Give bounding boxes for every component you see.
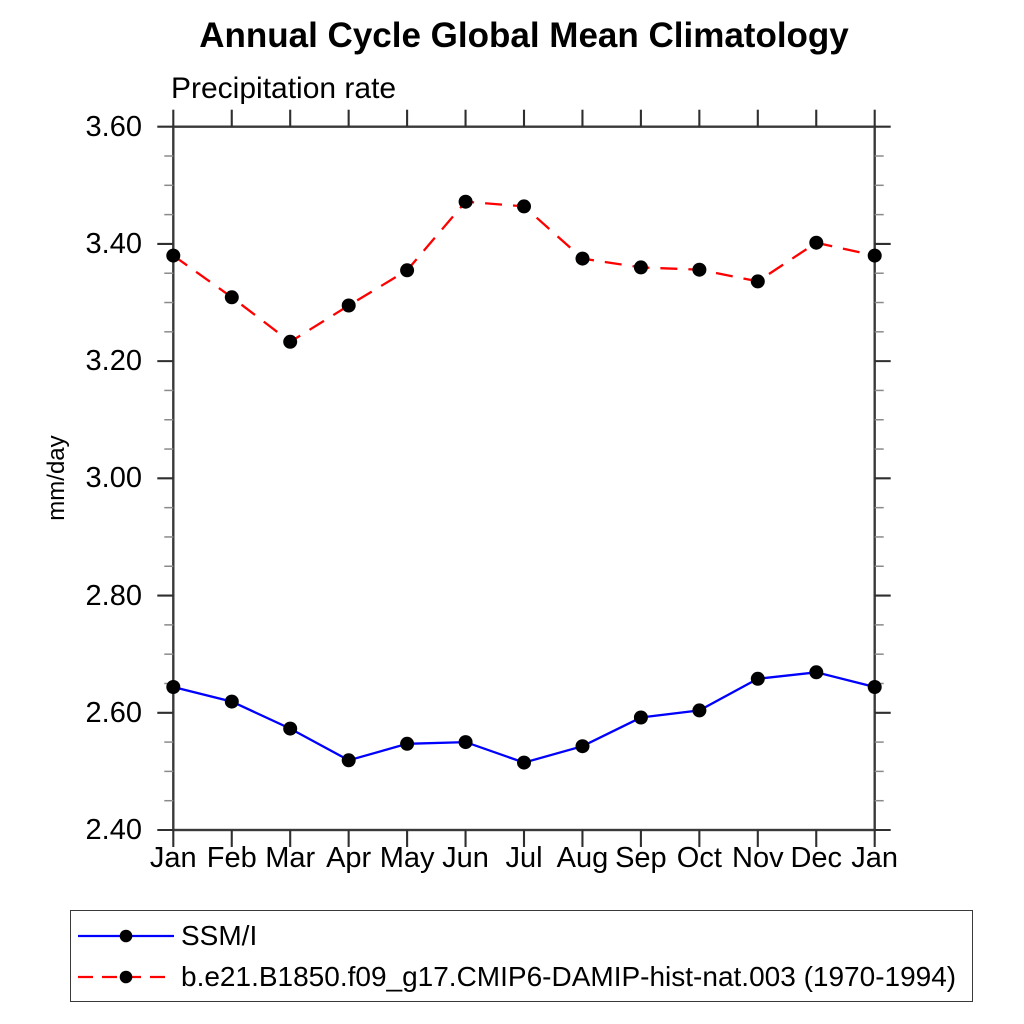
x-tick-label: Jan [851, 842, 899, 874]
x-tick-label: Mar [265, 842, 316, 874]
data-point [166, 248, 181, 263]
data-point [692, 703, 707, 718]
data-point [633, 710, 648, 725]
y-tick-label: 3.40 [85, 227, 142, 260]
legend-item-model: b.e21.B1850.f09_g17.CMIP6-DAMIP-hist-nat… [76, 961, 956, 993]
chart-subtitle: Precipitation rate [171, 72, 397, 105]
x-axis-ticks [172, 109, 876, 847]
legend-label: SSM/I [181, 920, 258, 951]
data-point [809, 665, 824, 680]
series-lines [172, 200, 875, 764]
data-point [575, 251, 590, 266]
data-point [517, 199, 531, 214]
x-tick-label: Aug [556, 842, 609, 874]
data-point [692, 262, 707, 277]
y-axis-ticks [157, 125, 891, 832]
data-point [283, 334, 298, 349]
data-point [575, 739, 590, 754]
plot-frame [172, 125, 876, 832]
data-point [517, 755, 531, 770]
data-point [458, 194, 473, 209]
data-point [224, 290, 239, 305]
data-point [341, 753, 356, 768]
series-line-0 [173, 671, 875, 764]
y-tick-label: 2.80 [85, 579, 142, 612]
data-point [224, 694, 239, 709]
x-tick-label: Jul [505, 842, 543, 874]
x-tick-label: Jun [442, 842, 489, 874]
data-point [283, 721, 298, 736]
legend-item-ssmi: SSM/I [76, 920, 257, 952]
x-tick-label: Feb [206, 842, 257, 874]
x-tick-label: May [379, 842, 435, 874]
data-point [750, 274, 765, 289]
data-point [400, 736, 415, 751]
data-point [166, 680, 181, 694]
legend-label: b.e21.B1850.f09_g17.CMIP6-DAMIP-hist-nat… [181, 961, 957, 992]
y-tick-label: 2.60 [85, 696, 142, 729]
y-tick-label: 2.40 [85, 814, 142, 846]
legend-line-sample-solid [78, 929, 174, 943]
y-tick-label: 3.00 [85, 462, 142, 495]
legend: SSM/I b.e21.B1850.f09_g17.CMIP6-DAMIP-hi… [70, 910, 973, 1002]
x-tick-label: Dec [790, 842, 843, 874]
data-point [750, 671, 765, 686]
data-point [341, 298, 356, 313]
data-point [867, 248, 882, 263]
y-tick-label: 3.20 [85, 345, 142, 378]
data-point [633, 260, 648, 275]
x-tick-label: Jan [149, 842, 197, 874]
x-tick-label: Nov [732, 842, 784, 874]
x-tick-label: Oct [676, 842, 722, 874]
chart-title: Annual Cycle Global Mean Climatology [199, 16, 849, 55]
y-tick-label: 3.60 [85, 110, 142, 143]
data-point [400, 263, 415, 278]
series-line-1 [172, 200, 875, 344]
x-tick-label: Sep [615, 842, 667, 874]
data-point [809, 235, 824, 250]
data-point-markers [166, 194, 882, 770]
data-point [458, 735, 473, 750]
plot-frame-rect [172, 125, 876, 832]
x-tick-label: Apr [326, 842, 372, 874]
legend-line-sample-dashed [78, 970, 174, 984]
data-point [867, 680, 882, 694]
